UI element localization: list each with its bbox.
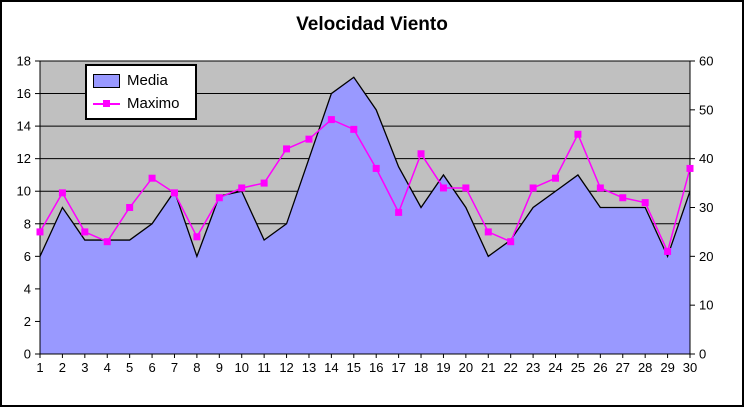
maximo-marker: [283, 145, 291, 153]
x-axis-label: 28: [638, 360, 652, 375]
maximo-marker: [260, 179, 268, 187]
x-axis-label: 10: [234, 360, 248, 375]
maximo-marker: [417, 150, 425, 158]
maximo-marker: [81, 228, 89, 236]
y-axis-right-label: 60: [699, 54, 713, 69]
maximo-marker: [103, 238, 111, 246]
chart-title: Velocidad Viento: [296, 14, 448, 35]
maximo-marker: [439, 184, 447, 192]
y-axis-right-label: 20: [699, 249, 713, 264]
x-axis-label: 14: [324, 360, 338, 375]
x-axis-label: 6: [148, 360, 155, 375]
y-axis-right-label: 40: [699, 151, 713, 166]
x-axis-label: 29: [660, 360, 674, 375]
maximo-marker: [552, 174, 560, 182]
maximo-line-series: [39, 118, 691, 254]
maximo-marker: [148, 174, 156, 182]
maximo-marker: [215, 194, 223, 202]
y-axis-left-label: 18: [17, 54, 31, 69]
maximo-marker: [305, 135, 313, 143]
x-axis-label: 18: [414, 360, 428, 375]
x-axis-label: 15: [347, 360, 361, 375]
y-axis-right-label: 50: [699, 102, 713, 117]
legend-item-maximo: Maximo: [93, 96, 189, 111]
maximo-marker: [170, 189, 178, 197]
y-axis-left-label: 0: [24, 347, 31, 362]
x-axis-label: 2: [59, 360, 66, 375]
x-axis-label: 16: [369, 360, 383, 375]
x-axis-label: 1: [36, 360, 43, 375]
maximo-marker: [372, 164, 380, 172]
y-axis-right-label: 30: [699, 200, 713, 215]
legend-item-media: Media: [93, 73, 189, 88]
x-axis-label: 13: [302, 360, 316, 375]
chart-legend: Media Maximo: [85, 64, 197, 120]
maximo-marker: [36, 228, 44, 236]
x-axis-label: 26: [593, 360, 607, 375]
maximo-marker: [574, 130, 582, 138]
x-axis-label: 24: [548, 360, 562, 375]
maximo-marker: [238, 184, 246, 192]
maximo-marker: [641, 199, 649, 207]
y-axis-left-label: 2: [24, 314, 31, 329]
y-axis-left-label: 8: [24, 216, 31, 231]
x-axis-label: 3: [81, 360, 88, 375]
x-axis-label: 17: [391, 360, 405, 375]
y-axis-left-label: 6: [24, 249, 31, 264]
maximo-marker: [484, 228, 492, 236]
maximo-marker: [58, 189, 66, 197]
x-axis-label: 25: [571, 360, 585, 375]
x-axis-label: 5: [126, 360, 133, 375]
y-axis-left-label: 10: [17, 184, 31, 199]
x-axis-label: 12: [279, 360, 293, 375]
maximo-marker: [126, 204, 134, 211]
maximo-marker: [664, 247, 672, 255]
x-axis-label: 19: [436, 360, 450, 375]
x-axis-label: 11: [257, 360, 271, 375]
y-axis-right-label: 10: [699, 298, 713, 313]
media-area-swatch: [93, 73, 120, 88]
maximo-marker: [619, 194, 627, 202]
maximo-marker: [350, 125, 358, 133]
maximo-marker: [507, 238, 515, 246]
legend-label-maximo: Maximo: [127, 95, 180, 112]
x-axis-label: 7: [171, 360, 178, 375]
maximo-marker: [529, 184, 537, 192]
y-axis-left-label: 14: [17, 119, 31, 134]
x-axis-label: 22: [503, 360, 517, 375]
y-axis-left-label: 12: [17, 151, 31, 166]
maximo-marker-icon: [103, 100, 110, 107]
x-axis-label: 9: [216, 360, 223, 375]
maximo-marker: [193, 233, 201, 241]
x-axis-label: 4: [104, 360, 111, 375]
maximo-marker: [596, 184, 604, 192]
maximo-line-swatch: [93, 100, 120, 107]
x-axis-label: 21: [481, 360, 495, 375]
y-axis-left-label: 4: [24, 281, 31, 296]
y-axis-left-label: 16: [17, 86, 31, 101]
x-axis-label: 8: [193, 360, 200, 375]
media-area-series: [40, 77, 690, 355]
media-area-border: [39, 76, 691, 259]
maximo-marker: [462, 184, 470, 192]
maximo-marker: [395, 208, 403, 216]
x-axis-label: 23: [526, 360, 540, 375]
x-axis-label: 30: [683, 360, 697, 375]
legend-label-media: Media: [127, 72, 168, 89]
maximo-marker: [686, 164, 694, 172]
y-axis-right-label: 0: [699, 347, 706, 362]
maximo-marker: [327, 116, 335, 124]
x-axis-label: 27: [616, 360, 630, 375]
x-axis-label: 20: [459, 360, 473, 375]
